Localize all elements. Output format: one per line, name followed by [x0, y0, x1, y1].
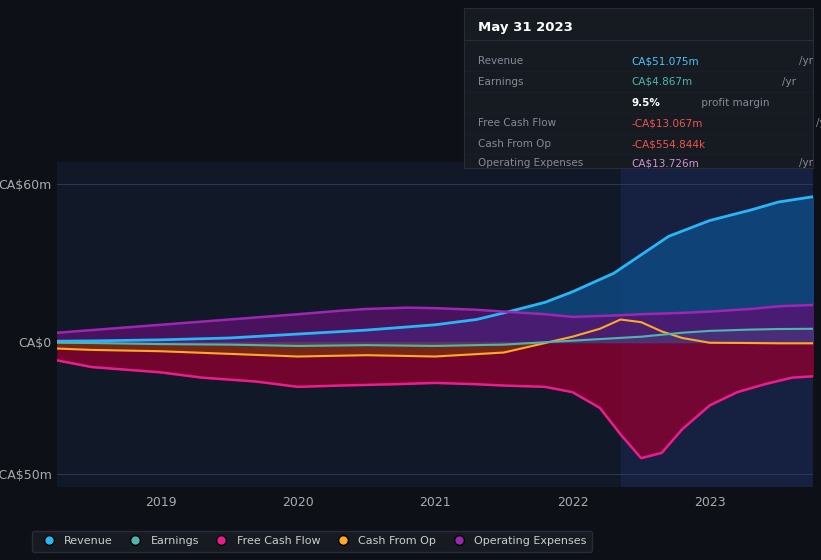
Text: CA$4.867m: CA$4.867m — [631, 77, 692, 87]
Text: 9.5%: 9.5% — [631, 97, 660, 108]
Text: Earnings: Earnings — [478, 77, 523, 87]
Text: -CA$554.844k: -CA$554.844k — [631, 139, 705, 149]
Text: Revenue: Revenue — [478, 56, 523, 66]
Text: Free Cash Flow: Free Cash Flow — [478, 118, 556, 128]
Bar — [621, 162, 813, 487]
Text: CA$13.726m: CA$13.726m — [631, 158, 699, 168]
Text: -CA$13.067m: -CA$13.067m — [631, 118, 703, 128]
Text: CA$51.075m: CA$51.075m — [631, 56, 699, 66]
Text: /yr: /yr — [815, 118, 821, 128]
Text: May 31 2023: May 31 2023 — [478, 21, 573, 34]
Text: /yr: /yr — [799, 56, 813, 66]
Text: profit margin: profit margin — [699, 97, 770, 108]
Text: /yr: /yr — [799, 158, 813, 168]
Text: /yr: /yr — [782, 77, 796, 87]
Text: Operating Expenses: Operating Expenses — [478, 158, 583, 168]
Legend: Revenue, Earnings, Free Cash Flow, Cash From Op, Operating Expenses: Revenue, Earnings, Free Cash Flow, Cash … — [32, 530, 592, 552]
Text: Cash From Op: Cash From Op — [478, 139, 551, 149]
